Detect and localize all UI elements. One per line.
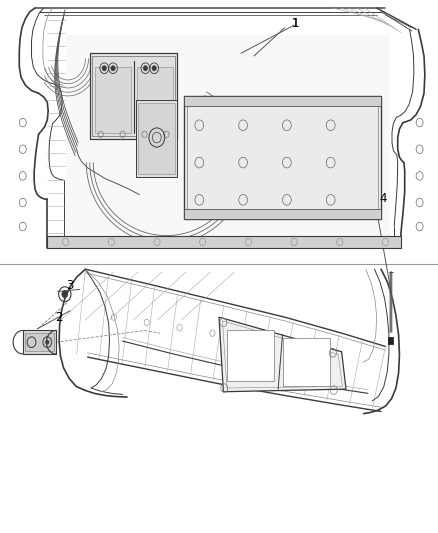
Bar (138, 103, 175, 174)
Bar (25, 333, 54, 351)
Bar (283, 338, 330, 386)
Circle shape (62, 290, 68, 298)
Bar (184, 96, 381, 106)
Bar (47, 236, 401, 248)
Bar (95, 67, 131, 133)
Bar (227, 330, 274, 381)
Circle shape (143, 66, 148, 71)
Bar (187, 100, 378, 214)
Text: 3: 3 (67, 279, 74, 292)
Text: 4: 4 (379, 192, 387, 205)
Bar (66, 35, 390, 248)
Polygon shape (219, 317, 346, 392)
Circle shape (152, 66, 156, 71)
Circle shape (102, 66, 106, 71)
Bar (0, 266, 438, 528)
Circle shape (46, 340, 49, 344)
Bar (90, 53, 177, 139)
Bar (184, 209, 381, 219)
Text: 1: 1 (292, 17, 300, 30)
Text: 1: 1 (292, 17, 300, 30)
Bar (92, 56, 175, 136)
Bar (137, 67, 173, 133)
Bar (388, 337, 393, 344)
Text: 2: 2 (55, 311, 63, 324)
Bar (23, 330, 56, 354)
Circle shape (111, 66, 115, 71)
Bar (184, 96, 381, 219)
Bar (136, 100, 177, 177)
